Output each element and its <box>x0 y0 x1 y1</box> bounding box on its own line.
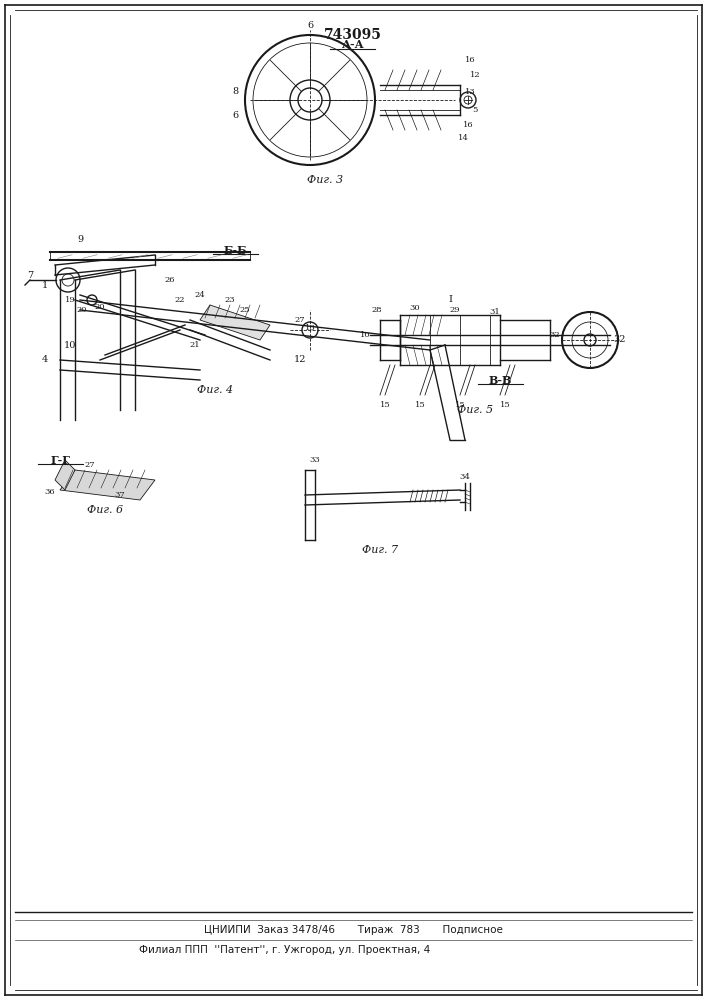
Text: 32: 32 <box>614 336 626 344</box>
Text: 15: 15 <box>414 401 426 409</box>
Text: 37: 37 <box>115 491 125 499</box>
Text: 743095: 743095 <box>324 28 382 42</box>
Text: 15: 15 <box>380 401 390 409</box>
Text: 8: 8 <box>232 88 238 97</box>
Text: 27: 27 <box>295 316 305 324</box>
Text: 19: 19 <box>64 296 76 304</box>
Text: 9: 9 <box>77 235 83 244</box>
Text: Филиал ППП  ''Патент'', г. Ужгород, ул. Проектная, 4: Филиал ППП ''Патент'', г. Ужгород, ул. П… <box>139 945 431 955</box>
Text: 1: 1 <box>42 280 48 290</box>
Text: В-В: В-В <box>489 374 512 385</box>
Text: 32: 32 <box>549 331 561 339</box>
Text: 15: 15 <box>455 401 465 409</box>
Text: Фиг. 5: Фиг. 5 <box>457 405 493 415</box>
Text: Фиг. 3: Фиг. 3 <box>307 175 343 185</box>
Text: 29: 29 <box>450 306 460 314</box>
Text: А-А: А-А <box>341 39 364 50</box>
Text: 16: 16 <box>464 56 475 64</box>
Text: 22: 22 <box>175 296 185 304</box>
Text: 28: 28 <box>372 306 382 314</box>
Polygon shape <box>200 305 270 340</box>
Text: I: I <box>448 296 452 304</box>
Text: Фиг. 6: Фиг. 6 <box>87 505 123 515</box>
Text: 30: 30 <box>409 304 421 312</box>
Text: 26: 26 <box>165 276 175 284</box>
Text: 24: 24 <box>194 291 205 299</box>
Text: 33: 33 <box>310 456 320 464</box>
Text: 25: 25 <box>240 306 250 314</box>
Text: 20: 20 <box>77 306 87 314</box>
Text: Фиг. 4: Фиг. 4 <box>197 385 233 395</box>
Text: 6: 6 <box>307 20 313 29</box>
Text: 34: 34 <box>460 473 470 481</box>
Text: 6: 6 <box>232 110 238 119</box>
Text: 10: 10 <box>360 331 370 339</box>
Text: 27: 27 <box>85 461 95 469</box>
Text: 13: 13 <box>464 88 475 96</box>
Text: 31: 31 <box>490 308 501 316</box>
Text: 21: 21 <box>189 341 200 349</box>
Text: Фиг. 7: Фиг. 7 <box>362 545 398 555</box>
Polygon shape <box>60 470 155 500</box>
Text: 7: 7 <box>27 270 33 279</box>
Text: 14: 14 <box>457 134 469 142</box>
Text: 15: 15 <box>500 401 510 409</box>
Text: Б-Б: Б-Б <box>223 244 247 255</box>
Text: 12: 12 <box>293 356 306 364</box>
Text: 5: 5 <box>472 106 478 114</box>
Text: 36: 36 <box>45 488 55 496</box>
Text: 4: 4 <box>42 356 48 364</box>
Text: Г-Г: Г-Г <box>50 454 70 466</box>
Text: 20: 20 <box>95 303 105 311</box>
Text: 13: 13 <box>305 324 315 332</box>
Text: 12: 12 <box>469 71 480 79</box>
Text: 16: 16 <box>462 121 473 129</box>
Text: ЦНИИПИ  Заказ 3478/46       Тираж  783       Подписное: ЦНИИПИ Заказ 3478/46 Тираж 783 Подписное <box>204 925 503 935</box>
Text: 10: 10 <box>64 340 76 350</box>
Polygon shape <box>55 460 75 490</box>
Text: 23: 23 <box>225 296 235 304</box>
